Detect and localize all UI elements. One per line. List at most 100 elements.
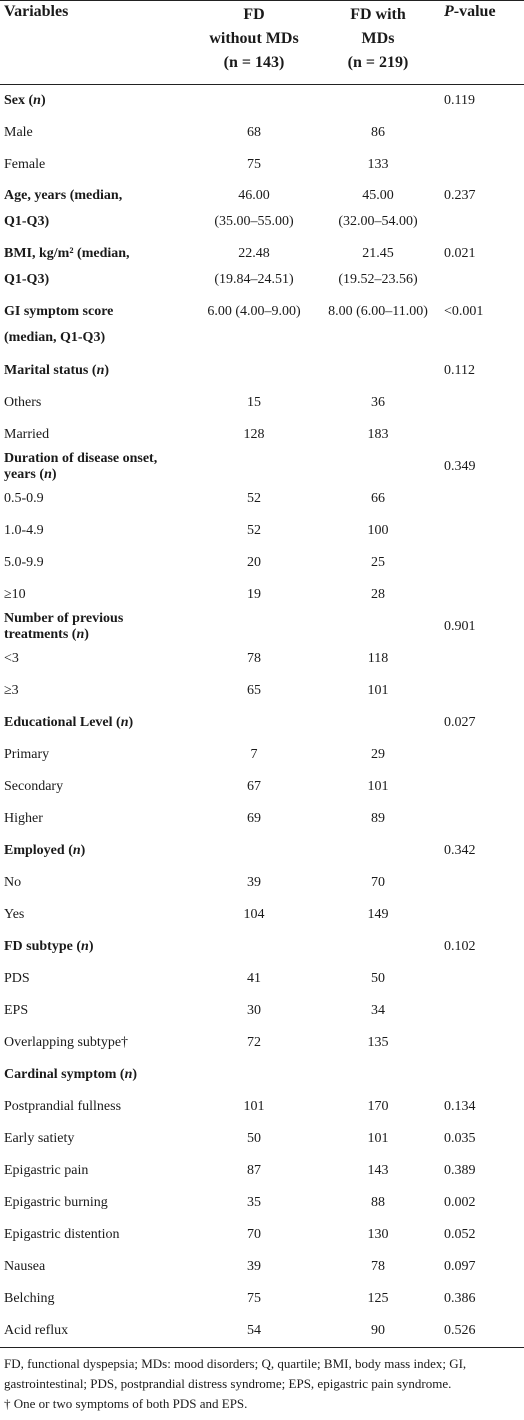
cell-fd-with-mds: 89 [318, 803, 438, 835]
cell-value: 20 [247, 555, 261, 570]
cell-pvalue: 0.021 [438, 239, 524, 297]
cell-pvalue: 0.386 [438, 1283, 524, 1315]
row-label: Employed (n) [0, 835, 190, 867]
cell-fd-without-mds: 20 [190, 547, 318, 579]
row-label: Epigastric distention [0, 1219, 190, 1251]
row-label-text: <3 [4, 651, 19, 666]
header-pvalue-p: P [444, 3, 454, 20]
table-row: Epigastric pain 87 143 0.389 [0, 1155, 524, 1187]
row-label: Postprandial fullness [0, 1091, 190, 1123]
table-section-row: GI symptom score (median, Q1-Q3) 6.00 (4.0… [0, 297, 524, 355]
cell-fd-with-mds: 118 [318, 643, 438, 675]
cell-fd-with-mds: 78 [318, 1251, 438, 1283]
row-label-text: Belching [4, 1291, 55, 1306]
header-fd-with-n: (n = 219) [347, 54, 409, 71]
cell-value: 87 [247, 1163, 261, 1178]
row-label-suffix: (n) [64, 843, 86, 858]
cell-fd-with-mds: 133 [318, 149, 438, 181]
cell-fd-with-mds: 149 [318, 899, 438, 931]
cell-value: 130 [367, 1227, 389, 1242]
cell-pvalue [438, 963, 524, 995]
cell-pvalue [438, 515, 524, 547]
cell-pvalue [438, 771, 524, 803]
cell-value-range: (32.00–54.00) [338, 214, 418, 229]
table-row: Nausea 39 78 0.097 [0, 1251, 524, 1283]
row-label-text: Educational Level [4, 715, 113, 730]
cell-fd-with-mds: 29 [318, 739, 438, 771]
row-label: EPS [0, 995, 190, 1027]
row-label-text: Number of previous treatments [4, 611, 124, 642]
cell-fd-with-mds: 36 [318, 387, 438, 419]
row-label: Married [0, 419, 190, 451]
row-label-text-2: (median, Q1-Q3) [4, 330, 106, 345]
cell-value: 15 [247, 395, 261, 410]
cell-fd-with-mds: 70 [318, 867, 438, 899]
cell-value: 90 [371, 1323, 385, 1338]
table-row: EPS 30 34 [0, 995, 524, 1027]
cell-value: 101 [367, 683, 389, 698]
cell-value: 46.00 [238, 188, 270, 203]
row-label: Others [0, 387, 190, 419]
cell-pvalue: <0.001 [438, 297, 524, 355]
row-label-text: Primary [4, 747, 50, 762]
cell-fd-with-mds [318, 835, 438, 867]
row-label: Number of previous treatments (n) [0, 611, 190, 643]
cell-fd-with-mds: 66 [318, 483, 438, 515]
cell-value: 101 [243, 1099, 265, 1114]
cell-pvalue: 0.119 [438, 85, 524, 118]
cell-value: 52 [247, 523, 261, 538]
cell-fd-without-mds [190, 611, 318, 643]
cell-fd-with-mds: 183 [318, 419, 438, 451]
header-fd-with-mds: FD with MDs (n = 219) [318, 0, 438, 85]
table-row: Female 75 133 [0, 149, 524, 181]
pvalue-text: 0.342 [444, 843, 476, 858]
cell-value: 39 [247, 1259, 261, 1274]
row-label-text: 1.0-4.9 [4, 523, 44, 538]
cell-fd-without-mds: 75 [190, 1283, 318, 1315]
cell-pvalue [438, 1059, 524, 1091]
cell-pvalue: 0.052 [438, 1219, 524, 1251]
table-row: Higher 69 89 [0, 803, 524, 835]
row-label: BMI, kg/m² (median, Q1-Q3) [0, 239, 190, 297]
table-row: 5.0-9.9 20 25 [0, 547, 524, 579]
cell-fd-without-mds: 101 [190, 1091, 318, 1123]
cell-fd-with-mds: 50 [318, 963, 438, 995]
pvalue-text: 0.021 [444, 246, 476, 261]
table-footnote: FD, functional dyspepsia; MDs: mood diso… [4, 1354, 522, 1414]
cell-fd-without-mds: 70 [190, 1219, 318, 1251]
characteristics-table: Variables FD without MDs (n = 143) FD wi… [0, 0, 524, 1348]
cell-fd-without-mds: 65 [190, 675, 318, 707]
cell-value: 68 [247, 125, 261, 140]
row-label-text: Postprandial fullness [4, 1099, 122, 1114]
row-label-text: ≥3 [4, 683, 19, 698]
row-label: <3 [0, 643, 190, 675]
row-label-text: Employed [4, 843, 65, 858]
row-label-text: Others [4, 395, 42, 410]
cell-value: 89 [371, 811, 385, 826]
table-row: Yes 104 149 [0, 899, 524, 931]
footnote-dagger: † One or two symptoms of both PDS and EP… [4, 1396, 248, 1411]
cell-fd-without-mds: 30 [190, 995, 318, 1027]
cell-fd-without-mds: 50 [190, 1123, 318, 1155]
cell-pvalue: 0.389 [438, 1155, 524, 1187]
cell-fd-without-mds: 72 [190, 1027, 318, 1059]
cell-fd-with-mds: 101 [318, 1123, 438, 1155]
row-label: Marital status (n) [0, 355, 190, 387]
row-label-text: Yes [4, 907, 25, 922]
row-label-text: Nausea [4, 1259, 46, 1274]
header-fd-with-line2: MDs [361, 30, 395, 47]
row-label: Acid reflux [0, 1315, 190, 1348]
table-section-row: Age, years (median, Q1-Q3) 46.00 (35.00–55.… [0, 181, 524, 239]
cell-value: 52 [247, 491, 261, 506]
cell-fd-with-mds [318, 355, 438, 387]
cell-fd-without-mds: 19 [190, 579, 318, 611]
cell-fd-without-mds: 69 [190, 803, 318, 835]
row-label: Sex (n) [0, 85, 190, 118]
cell-pvalue [438, 117, 524, 149]
cell-value: 118 [367, 651, 389, 666]
table-row: Acid reflux 54 90 0.526 [0, 1315, 524, 1348]
pvalue-text: 0.052 [444, 1227, 476, 1242]
cell-pvalue: 0.097 [438, 1251, 524, 1283]
row-label: Overlapping subtype† [0, 1027, 190, 1059]
cell-value: 104 [243, 907, 265, 922]
